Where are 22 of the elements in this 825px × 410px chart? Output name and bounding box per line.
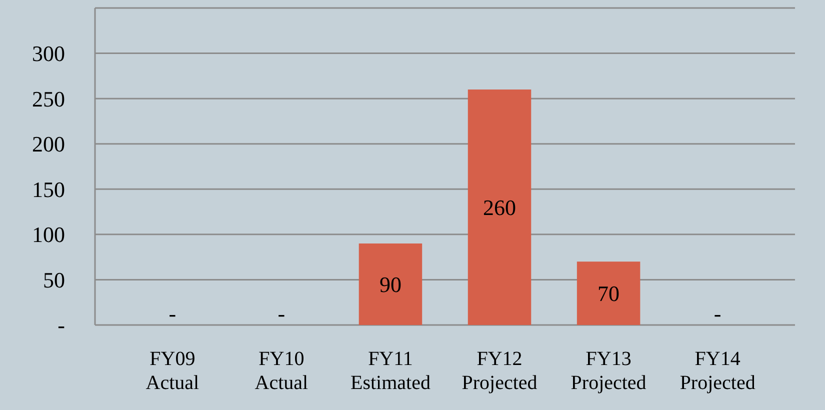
data-label: -	[278, 301, 286, 326]
data-label: -	[168, 301, 176, 326]
y-tick-label: -	[58, 312, 65, 338]
x-tick-label: FY12 Projected	[462, 348, 538, 394]
y-tick-label: 300	[32, 40, 65, 66]
y-tick-label: 100	[32, 222, 65, 248]
data-label: 90	[379, 272, 402, 297]
bar	[576, 262, 640, 325]
data-label: 260	[483, 194, 516, 220]
y-tick-label: 200	[32, 132, 65, 157]
x-tick-label: FY13 Projected	[570, 348, 646, 394]
y-tick-label: 250	[32, 86, 65, 112]
bar	[468, 90, 532, 325]
x-tick-label: FY10 Actual	[254, 348, 309, 394]
data-label: -	[714, 301, 722, 326]
y-tick-label: 50	[43, 267, 65, 292]
y-tick-label: 150	[32, 176, 65, 202]
x-tick-label: FY09 Actual	[146, 348, 200, 394]
x-tick-label: FY14 Projected	[680, 348, 756, 394]
x-tick-label: FY11 Estimated	[350, 348, 430, 394]
bar	[358, 243, 422, 325]
data-label: 70	[598, 281, 620, 306]
